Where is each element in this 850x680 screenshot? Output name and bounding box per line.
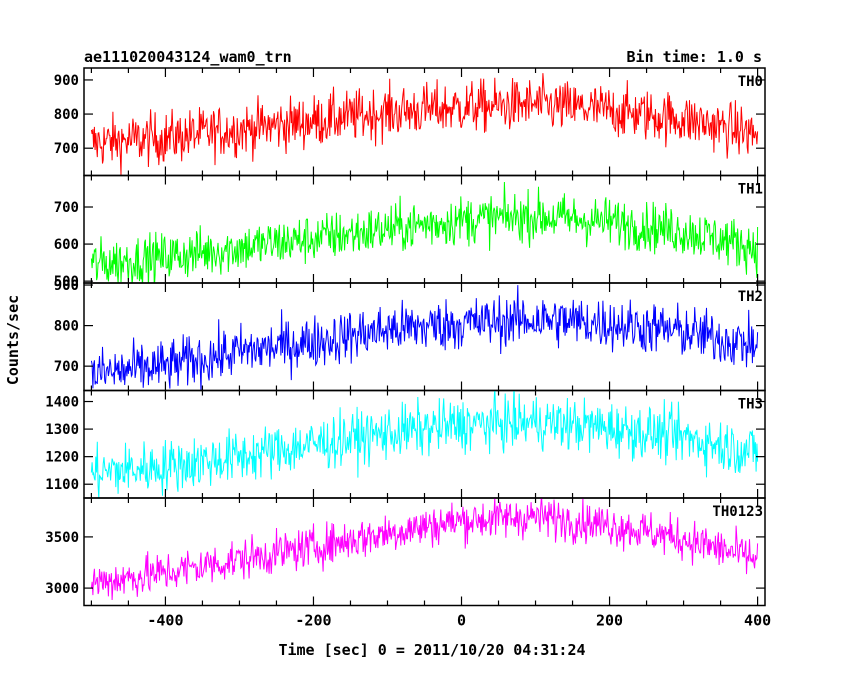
x-tick-label: -200	[295, 612, 331, 630]
y-axis-label: Counts/sec	[4, 295, 22, 385]
y-tick-label: 1100	[45, 477, 79, 493]
y-tick-label: 600	[54, 237, 79, 253]
y-tick-label: 1400	[45, 395, 79, 411]
bin-time-label: Bin time: 1.0 s	[627, 48, 762, 66]
panel-label-th2: TH2	[738, 289, 763, 305]
series-line-th2	[90, 285, 759, 391]
y-tick-label: 900	[54, 73, 79, 89]
x-tick-label: 400	[744, 612, 771, 630]
y-tick-label: 800	[54, 319, 79, 335]
x-tick-label: -400	[147, 612, 183, 630]
x-tick-label: 0	[457, 612, 466, 630]
y-tick-label: 700	[54, 359, 79, 375]
x-tick-label: 200	[596, 612, 623, 630]
x-axis-label: Time [sec] 0 = 2011/10/20 04:31:24	[278, 641, 585, 659]
y-tick-label: 800	[54, 107, 79, 123]
y-tick-label: 900	[54, 278, 79, 294]
y-tick-label: 500	[54, 274, 79, 290]
series-line-th3	[90, 390, 759, 498]
panel-label-th0: TH0	[738, 74, 763, 90]
y-tick-label: 3500	[45, 530, 79, 546]
panel-frame-th3	[83, 389, 766, 499]
panel-label-th0123: TH0123	[712, 504, 763, 520]
series-line-th1	[90, 181, 759, 283]
chart-title: ae111020043124_wam0_trn	[84, 48, 292, 66]
panel-label-th3: TH3	[738, 397, 763, 413]
panel-frame-th2	[83, 282, 766, 392]
y-tick-label: 1200	[45, 450, 79, 466]
series-line-th0	[90, 73, 759, 176]
y-tick-label: 1300	[45, 422, 79, 438]
chart-panels: 700 800 900 TH0 500 600 700 TH1 700 800 900 TH2 1100…	[45, 67, 771, 630]
panel-label-th1: TH1	[738, 182, 763, 198]
series-line-th0123	[90, 498, 759, 601]
panel-frame-th0123	[83, 497, 766, 607]
y-tick-label: 3000	[45, 581, 79, 597]
y-tick-label: 700	[54, 141, 79, 157]
y-tick-label: 700	[54, 200, 79, 216]
